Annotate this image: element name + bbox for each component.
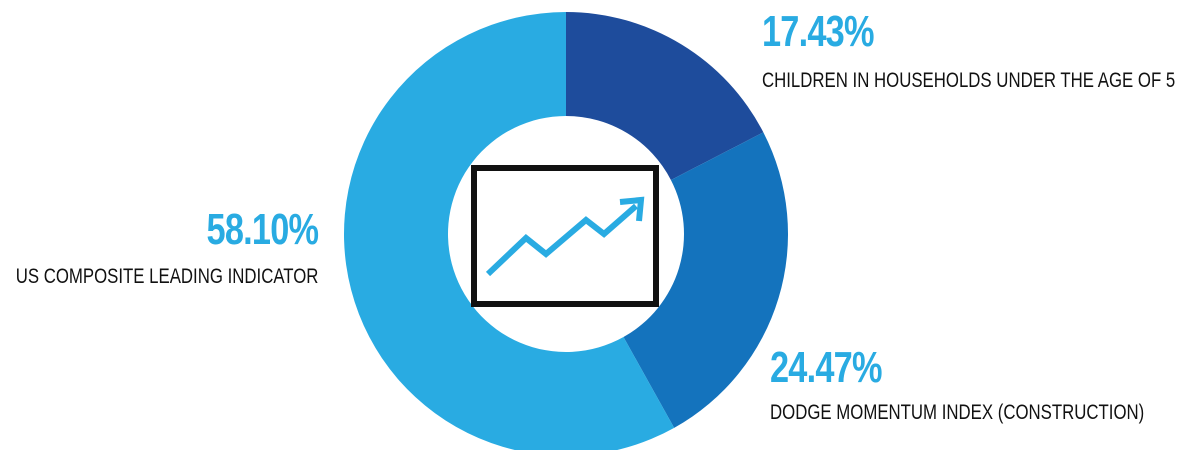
slice-name-label-us-cli: US COMPOSITE LEADING INDICATOR	[15, 265, 318, 288]
donut-slice-1	[623, 132, 789, 428]
arrow-head-icon-part	[619, 196, 645, 222]
slice-value-label-children: 17.43%	[762, 7, 875, 56]
line-chart-trending-up-icon	[471, 165, 659, 307]
slice-name-label-children: CHILDREN IN HOUSEHOLDS UNDER THE AGE OF …	[762, 69, 1176, 92]
slice-name-label-dodge: DODGE MOMENTUM INDEX (CONSTRUCTION)	[770, 401, 1145, 424]
slice-value-label-dodge: 24.47%	[770, 343, 883, 392]
donut-slices	[344, 12, 789, 450]
slice-value-label-us-cli: 58.10%	[206, 205, 319, 254]
donut-slice-2	[344, 12, 675, 450]
donut-slice-0	[566, 12, 764, 180]
trend-line-icon-part	[485, 203, 638, 277]
